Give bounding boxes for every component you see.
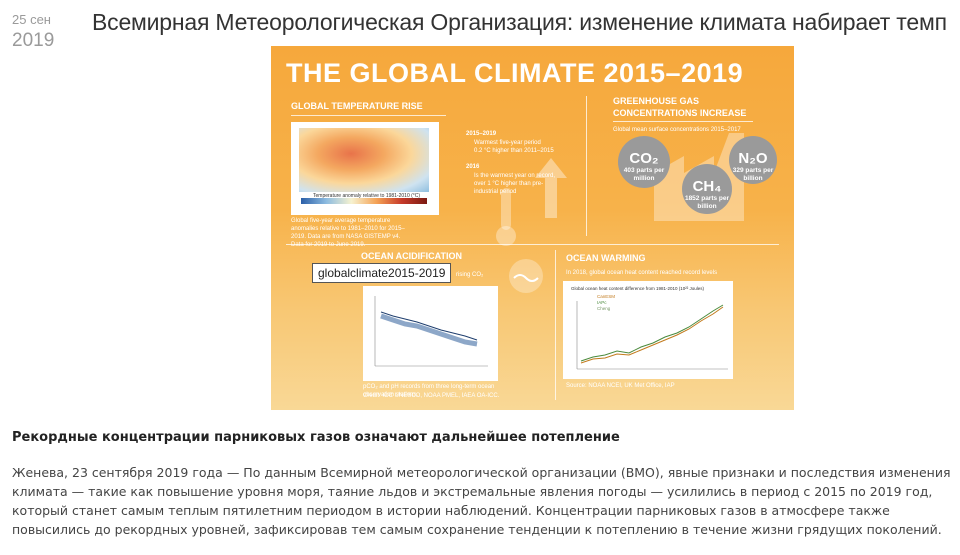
co2-bubble: CO₂ 403 parts per million	[618, 136, 670, 188]
ghg-label-1: GREENHOUSE GAS	[613, 96, 700, 106]
post-date-day: 25 сен	[12, 12, 51, 27]
ghg-subtitle: Global mean surface concentrations 2015–…	[613, 127, 741, 133]
ocean-warming-subtitle: In 2018, global ocean heat content reach…	[566, 270, 718, 276]
temp-rise-note: Global five-year average temperature ano…	[291, 218, 405, 248]
article-subheading: Рекордные концентрации парниковых газов …	[12, 430, 620, 445]
ch4-bubble: CH₄ 1852 parts per billion	[682, 164, 732, 214]
legend-item-3: Cheng	[597, 306, 611, 311]
ocean-heat-plot	[576, 301, 728, 370]
temperature-anomaly-map	[299, 128, 429, 192]
acidification-plot	[374, 296, 488, 367]
period-1-point-b: 0.2 °C higher than 2011–2015	[474, 148, 554, 154]
article-title[interactable]: Всемирная Метеорологическая Организация:…	[92, 9, 947, 35]
period-2-year: 2016	[466, 164, 480, 170]
divider-horizontal	[286, 244, 779, 245]
ocean-drop-icon	[509, 259, 543, 293]
infographic-image[interactable]: THE GLOBAL CLIMATE 2015–2019 GLOBAL TEMP…	[271, 46, 794, 410]
co2-value: 403 parts per million	[623, 167, 665, 182]
period-1-year: 2015–2019	[466, 131, 497, 137]
temp-rise-label: GLOBAL TEMPERATURE RISE	[291, 101, 423, 111]
n2o-value: 329 parts per billion	[732, 167, 774, 182]
article-body: Женева, 23 сентября 2019 года — По данны…	[12, 465, 951, 537]
temperature-map-card: Temperature anomaly relative to 1981-201…	[291, 122, 439, 215]
map-caption: Temperature anomaly relative to 1981-201…	[313, 193, 421, 199]
ocean-warming-source: Source: NOAA NCEI, UK Met Office, IAP	[566, 383, 675, 389]
acidification-label: OCEAN ACIDIFICATION	[361, 251, 462, 261]
post-date-year: 2019	[12, 30, 55, 51]
temperature-scale-bar	[301, 198, 427, 204]
period-2-point: Is the warmest year on record, over 1 °C…	[474, 173, 556, 195]
legend-item-2: IAPc	[597, 300, 607, 305]
image-title-tooltip: globalclimate2015-2019	[312, 263, 452, 283]
acidification-chart	[363, 286, 498, 381]
divider-vertical-bottom	[555, 250, 556, 400]
temp-rise-rule	[291, 115, 446, 116]
acidification-note: pCO₂ and pH records from three long-term…	[363, 384, 495, 398]
ocean-warming-label: OCEAN WARMING	[566, 253, 646, 263]
ocean-heat-chart: Global ocean heat content difference fro…	[563, 281, 733, 379]
period-1-point-a: Warmest five-year period	[474, 140, 541, 146]
ocean-heat-chart-title: Global ocean heat content difference fro…	[571, 286, 704, 291]
n2o-bubble: N₂O 329 parts per billion	[729, 136, 777, 184]
ghg-rule	[613, 121, 753, 122]
ch4-value: 1852 parts per billion	[684, 195, 730, 210]
acidification-subtitle: rising CO₂	[456, 272, 484, 278]
co2-label: CO₂	[629, 150, 659, 167]
infographic-heading: THE GLOBAL CLIMATE 2015–2019	[286, 58, 744, 88]
n2o-label: N₂O	[738, 150, 768, 167]
ghg-label-2: CONCENTRATIONS INCREASE	[613, 108, 747, 118]
rising-arrow-icon	[535, 158, 567, 218]
post-date: 25 сен 2019	[12, 12, 54, 52]
ch4-label: CH₄	[692, 178, 722, 195]
thermometer-icon	[496, 188, 516, 246]
acidification-credit: Credit: IOC UNESCO, NOAA PMEL, IAEA OA-I…	[363, 393, 500, 399]
legend-item-1: CanESM	[597, 294, 616, 299]
divider-vertical-top	[586, 96, 587, 236]
